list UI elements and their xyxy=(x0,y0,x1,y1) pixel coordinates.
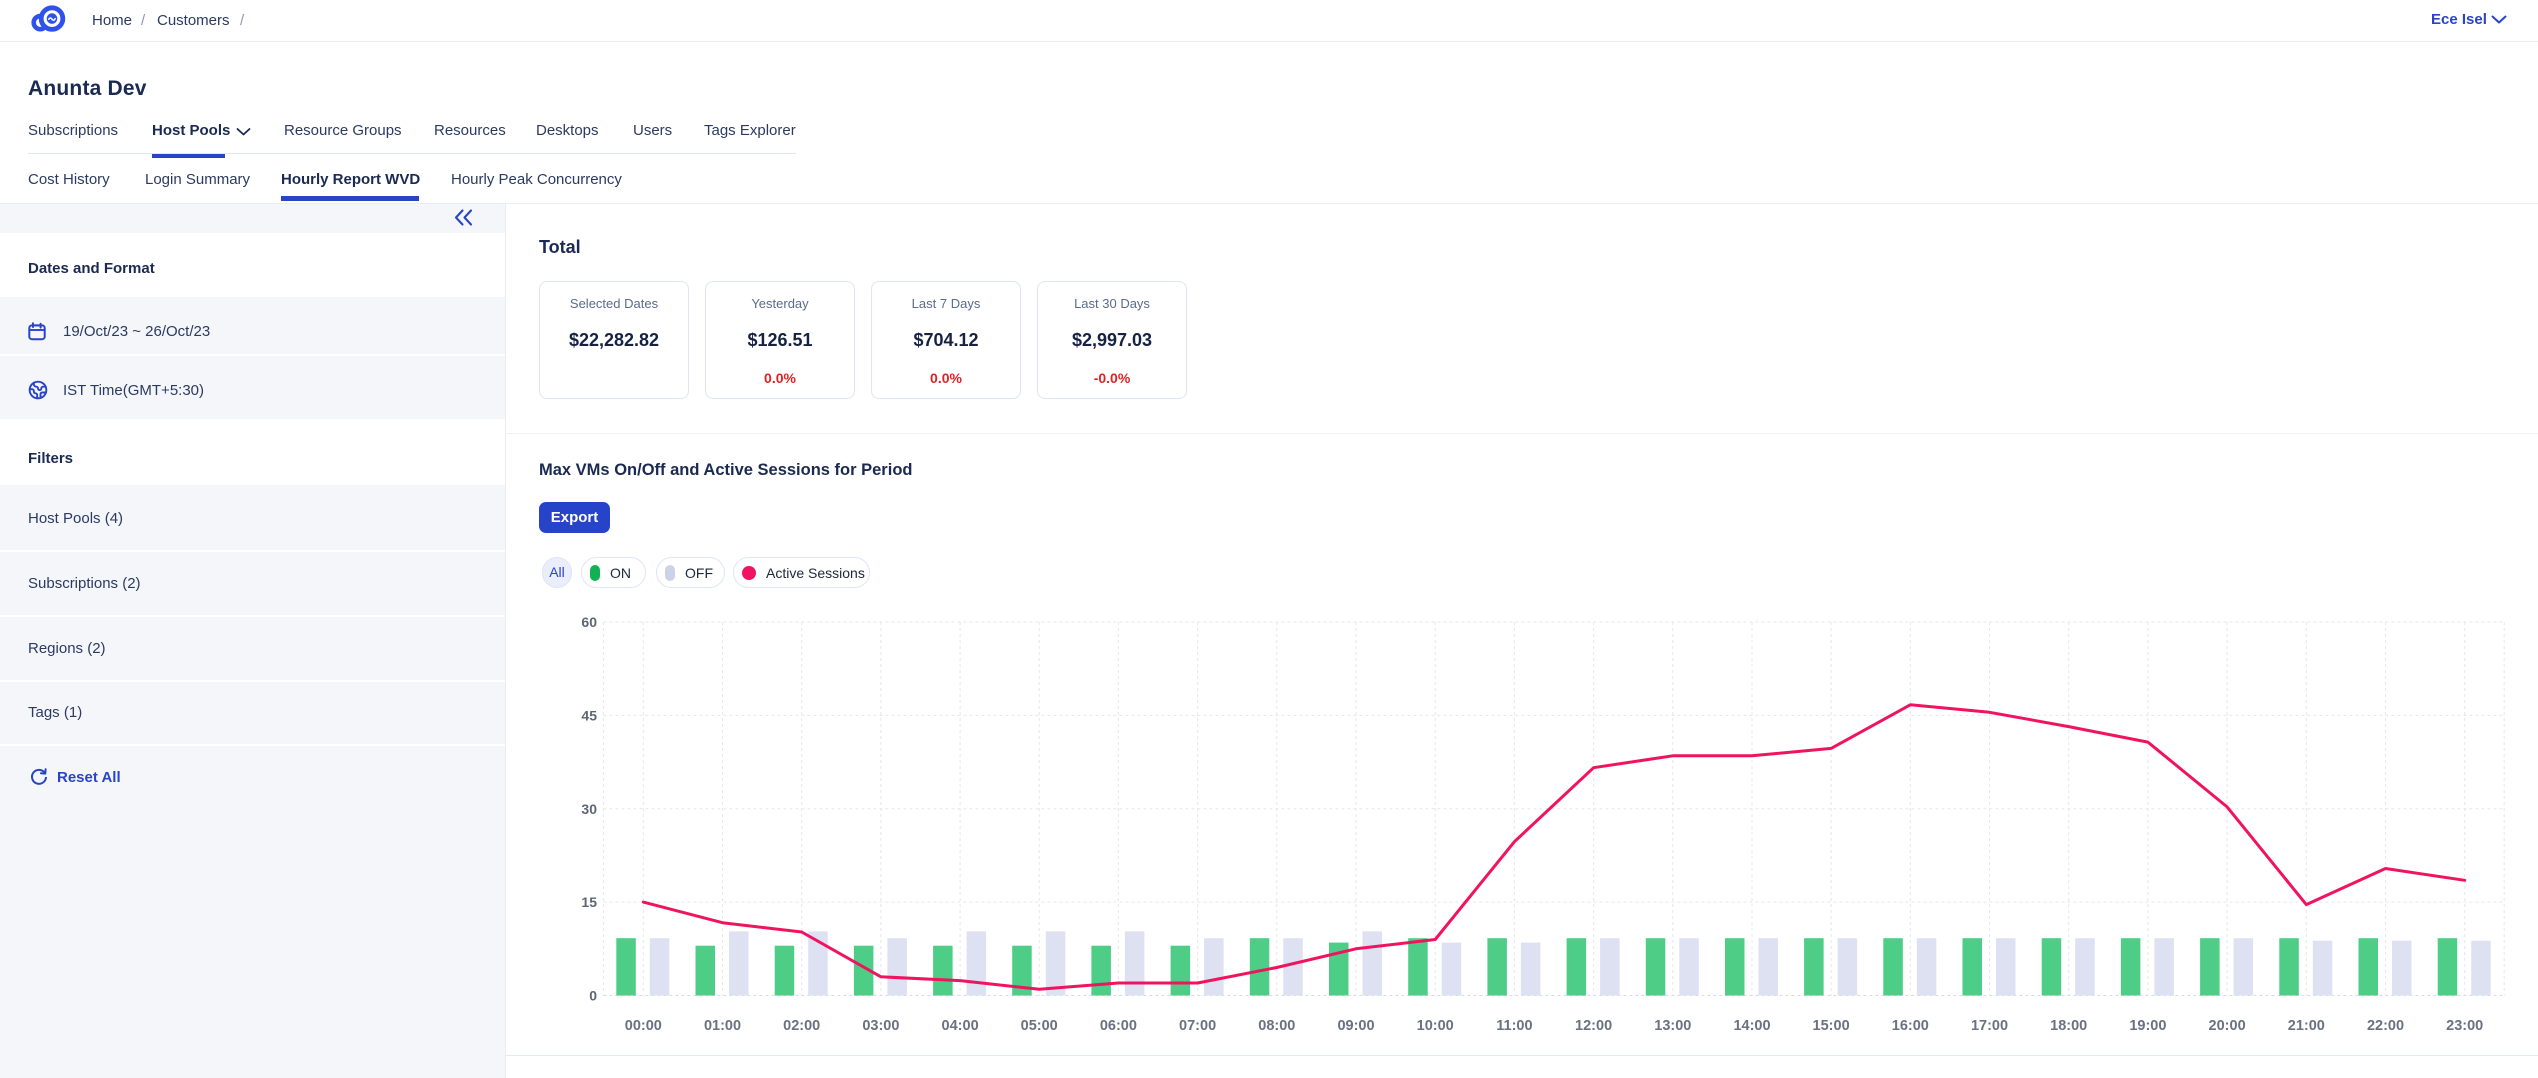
svg-text:02:00: 02:00 xyxy=(783,1018,820,1034)
svg-text:07:00: 07:00 xyxy=(1179,1018,1216,1034)
svg-text:14:00: 14:00 xyxy=(1733,1018,1770,1034)
svg-text:00:00: 00:00 xyxy=(625,1018,662,1034)
svg-text:10:00: 10:00 xyxy=(1417,1018,1454,1034)
svg-text:60: 60 xyxy=(581,614,597,630)
svg-text:15: 15 xyxy=(581,894,597,910)
svg-text:0: 0 xyxy=(589,988,597,1004)
svg-text:03:00: 03:00 xyxy=(862,1018,899,1034)
svg-text:17:00: 17:00 xyxy=(1971,1018,2008,1034)
svg-text:12:00: 12:00 xyxy=(1575,1018,1612,1034)
svg-text:06:00: 06:00 xyxy=(1100,1018,1137,1034)
svg-text:11:00: 11:00 xyxy=(1496,1018,1532,1034)
svg-text:20:00: 20:00 xyxy=(2209,1018,2246,1034)
svg-text:23:00: 23:00 xyxy=(2446,1018,2483,1034)
svg-text:01:00: 01:00 xyxy=(704,1018,741,1034)
svg-text:18:00: 18:00 xyxy=(2050,1018,2087,1034)
svg-text:19:00: 19:00 xyxy=(2129,1018,2166,1034)
svg-text:05:00: 05:00 xyxy=(1021,1018,1058,1034)
svg-text:15:00: 15:00 xyxy=(1813,1018,1850,1034)
svg-text:16:00: 16:00 xyxy=(1892,1018,1929,1034)
svg-text:45: 45 xyxy=(581,707,597,723)
svg-text:30: 30 xyxy=(581,801,597,817)
svg-text:04:00: 04:00 xyxy=(942,1018,979,1034)
svg-text:08:00: 08:00 xyxy=(1258,1018,1295,1034)
svg-text:21:00: 21:00 xyxy=(2288,1018,2325,1034)
svg-text:22:00: 22:00 xyxy=(2367,1018,2404,1034)
svg-text:09:00: 09:00 xyxy=(1337,1018,1374,1034)
svg-text:13:00: 13:00 xyxy=(1654,1018,1691,1034)
